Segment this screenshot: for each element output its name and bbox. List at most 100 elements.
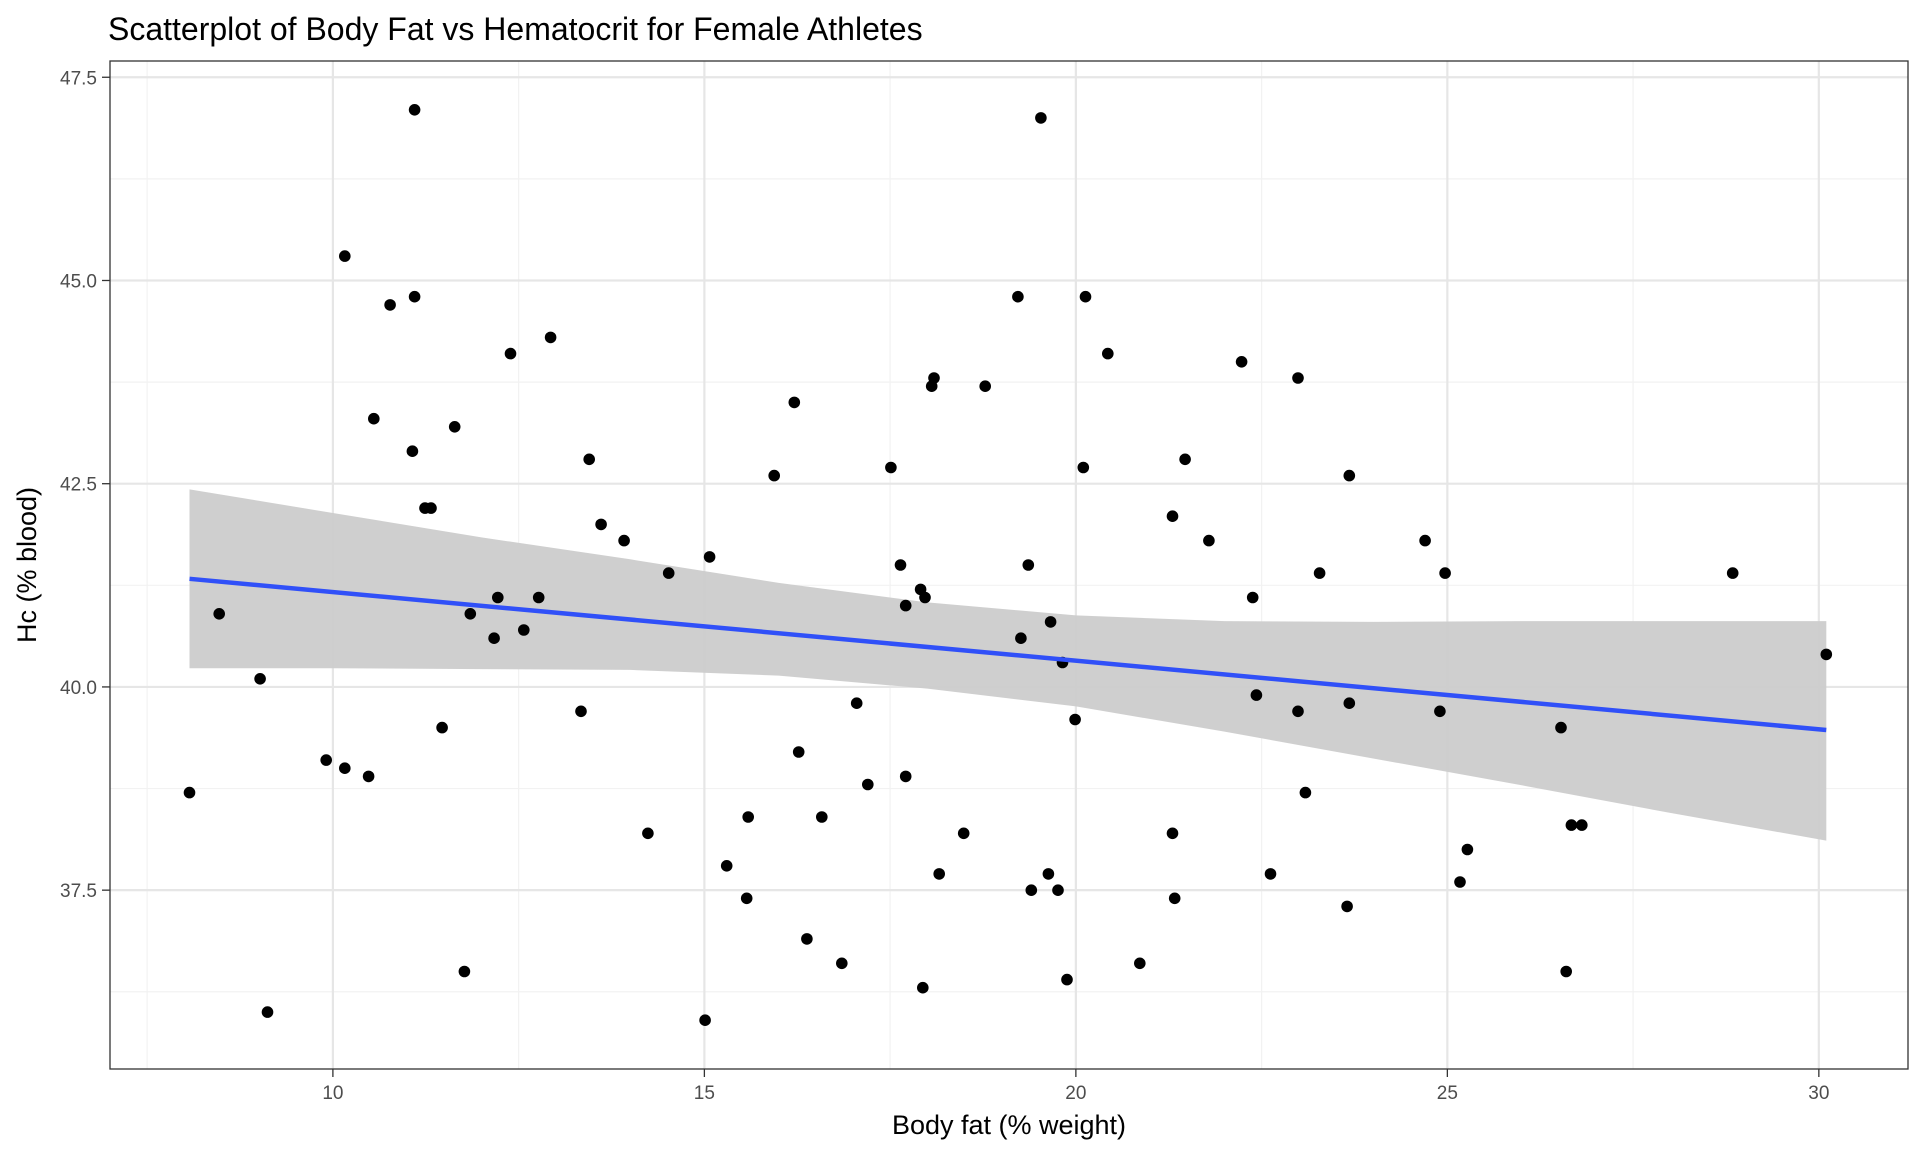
x-tick-label: 20 bbox=[1065, 1083, 1086, 1104]
data-point bbox=[816, 811, 828, 823]
data-point bbox=[1565, 819, 1578, 831]
y-tick-label: 42.5 bbox=[60, 475, 97, 496]
data-point bbox=[1166, 827, 1179, 840]
data-point bbox=[894, 559, 907, 571]
data-point bbox=[1168, 892, 1181, 905]
data-point bbox=[801, 933, 813, 945]
data-point bbox=[957, 827, 970, 840]
data-point bbox=[1015, 632, 1027, 644]
confidence-band bbox=[189, 489, 1827, 841]
data-point bbox=[384, 299, 396, 311]
data-point bbox=[339, 250, 351, 262]
data-point bbox=[436, 721, 448, 734]
plot-panel-border bbox=[109, 60, 1909, 1070]
data-point bbox=[1061, 973, 1073, 986]
data-point bbox=[917, 981, 929, 994]
data-point bbox=[1077, 461, 1090, 474]
data-point bbox=[850, 697, 863, 709]
x-tick-label: 30 bbox=[1808, 1083, 1829, 1104]
data-point bbox=[742, 811, 754, 823]
y-axis: 37.5 40.0 42.5 45.0 47.5 bbox=[60, 68, 110, 902]
data-point bbox=[544, 331, 557, 344]
confidence-band-layer bbox=[189, 489, 1827, 841]
data-point bbox=[504, 347, 517, 360]
data-point bbox=[979, 380, 991, 393]
data-point bbox=[1166, 510, 1179, 522]
data-point bbox=[1343, 697, 1356, 709]
data-point bbox=[1341, 900, 1353, 913]
data-point bbox=[899, 599, 912, 612]
data-point bbox=[1044, 616, 1057, 628]
data-point bbox=[642, 827, 654, 840]
x-tick-label: 10 bbox=[322, 1083, 343, 1104]
data-point bbox=[928, 372, 940, 384]
data-point bbox=[1299, 786, 1312, 799]
x-axis: 10 15 20 25 30 bbox=[322, 1069, 1829, 1104]
data-point bbox=[1419, 534, 1431, 547]
data-point bbox=[1069, 713, 1081, 726]
data-point bbox=[213, 608, 225, 620]
data-point bbox=[792, 746, 805, 758]
data-points bbox=[183, 104, 1833, 1026]
data-point bbox=[408, 290, 421, 303]
data-point bbox=[532, 591, 545, 604]
data-point bbox=[368, 412, 380, 425]
x-tick-label: 25 bbox=[1437, 1083, 1458, 1104]
data-point bbox=[320, 754, 333, 766]
data-point bbox=[1022, 559, 1035, 571]
data-point bbox=[1313, 567, 1326, 579]
regression-line bbox=[189, 576, 1827, 733]
data-point bbox=[448, 421, 461, 433]
data-point bbox=[933, 868, 945, 880]
data-point bbox=[699, 1014, 711, 1026]
y-tick-label: 37.5 bbox=[60, 881, 97, 902]
data-point bbox=[464, 608, 477, 620]
data-point bbox=[703, 551, 716, 563]
data-point bbox=[1820, 648, 1833, 661]
fit-line-layer bbox=[189, 576, 1827, 733]
data-point bbox=[1012, 290, 1024, 303]
data-point bbox=[339, 762, 351, 774]
data-point bbox=[1235, 356, 1248, 368]
data-point bbox=[919, 591, 931, 604]
data-point bbox=[1035, 112, 1047, 124]
chart-title: Scatterplot of Body Fat vs Hematocrit fo… bbox=[108, 11, 923, 47]
data-point bbox=[595, 518, 607, 531]
data-point bbox=[518, 624, 530, 636]
data-point bbox=[1439, 567, 1451, 579]
data-point bbox=[261, 1006, 274, 1018]
data-point bbox=[1079, 290, 1092, 303]
data-point bbox=[1025, 884, 1038, 896]
data-point bbox=[583, 453, 595, 466]
data-point bbox=[406, 445, 419, 458]
data-point bbox=[1454, 876, 1466, 888]
data-point bbox=[1264, 868, 1277, 880]
data-point bbox=[1292, 372, 1304, 384]
data-point bbox=[1576, 819, 1588, 831]
data-point bbox=[1726, 567, 1739, 579]
data-point bbox=[1179, 453, 1191, 466]
data-point bbox=[1102, 347, 1114, 360]
y-tick-label: 40.0 bbox=[60, 678, 97, 699]
data-point bbox=[1560, 965, 1572, 978]
data-point bbox=[836, 957, 848, 970]
data-point bbox=[899, 770, 912, 783]
data-point bbox=[425, 502, 437, 514]
data-point bbox=[1250, 689, 1263, 701]
y-axis-title: Hc (% blood) bbox=[12, 487, 42, 643]
data-point bbox=[768, 469, 780, 482]
data-point bbox=[1343, 469, 1356, 482]
data-point bbox=[408, 104, 421, 116]
data-point bbox=[1246, 591, 1259, 604]
data-point bbox=[885, 461, 897, 474]
data-point bbox=[1555, 721, 1567, 734]
data-point bbox=[575, 705, 587, 718]
data-point bbox=[488, 632, 500, 644]
data-point bbox=[618, 534, 630, 547]
data-point bbox=[362, 770, 375, 783]
y-tick-label: 47.5 bbox=[60, 68, 97, 89]
data-point bbox=[1292, 705, 1304, 718]
data-point bbox=[1434, 705, 1446, 718]
data-point bbox=[1203, 534, 1215, 547]
